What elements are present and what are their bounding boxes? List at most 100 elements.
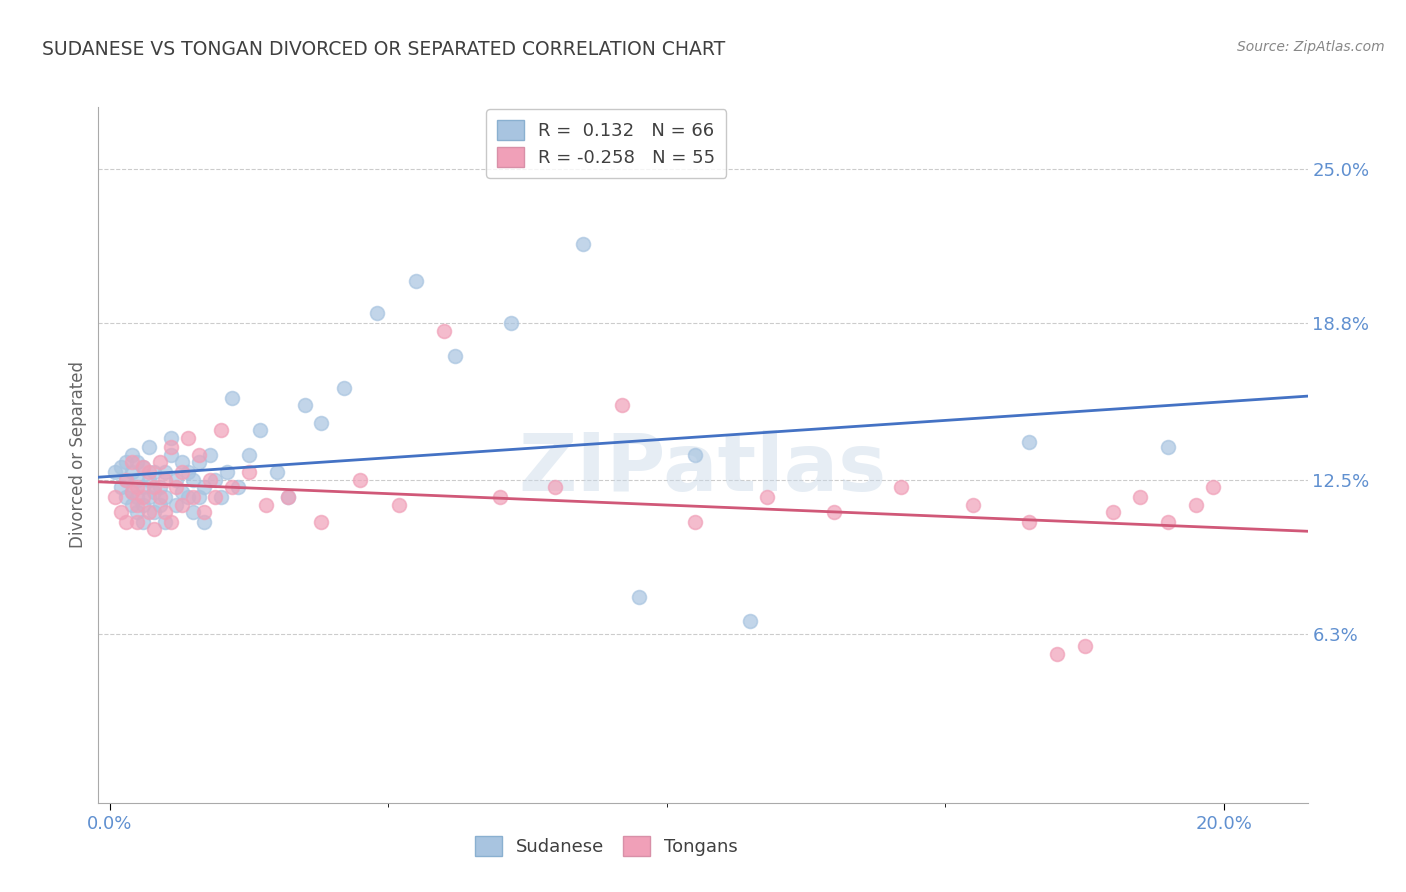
Point xyxy=(627,590,650,604)
Point xyxy=(127,473,149,487)
Point xyxy=(143,485,166,500)
Text: SUDANESE VS TONGAN DIVORCED OR SEPARATED CORRELATION CHART: SUDANESE VS TONGAN DIVORCED OR SEPARATED… xyxy=(42,40,725,59)
Point xyxy=(544,480,567,494)
Point xyxy=(115,515,138,529)
Point xyxy=(499,316,522,330)
Point xyxy=(311,416,333,430)
Point xyxy=(149,480,172,494)
Point xyxy=(170,485,193,500)
Point xyxy=(756,490,779,504)
Point xyxy=(198,473,221,487)
Point xyxy=(160,448,183,462)
Point xyxy=(215,466,238,480)
Point xyxy=(104,490,127,504)
Point xyxy=(132,498,155,512)
Point xyxy=(110,480,132,494)
Point xyxy=(104,466,127,480)
Point xyxy=(165,473,187,487)
Point xyxy=(209,490,232,504)
Point xyxy=(444,349,467,363)
Point xyxy=(149,490,172,504)
Point xyxy=(127,515,149,529)
Point xyxy=(187,455,209,469)
Point xyxy=(249,423,271,437)
Point xyxy=(176,431,198,445)
Point xyxy=(221,391,243,405)
Point xyxy=(204,473,226,487)
Point xyxy=(155,466,177,480)
Point xyxy=(115,473,138,487)
Point xyxy=(176,490,198,504)
Point xyxy=(121,485,143,500)
Point xyxy=(155,490,177,504)
Point xyxy=(149,455,172,469)
Y-axis label: Divorced or Separated: Divorced or Separated xyxy=(69,361,87,549)
Point xyxy=(1129,490,1152,504)
Point xyxy=(266,466,288,480)
Point xyxy=(277,490,299,504)
Point xyxy=(155,473,177,487)
Point xyxy=(193,505,215,519)
Point xyxy=(294,398,316,412)
Point xyxy=(226,480,249,494)
Point xyxy=(193,515,215,529)
Point xyxy=(176,466,198,480)
Point xyxy=(143,523,166,537)
Point xyxy=(170,466,193,480)
Point xyxy=(149,498,172,512)
Point xyxy=(115,490,138,504)
Point xyxy=(110,505,132,519)
Point xyxy=(1073,639,1095,653)
Point xyxy=(238,466,260,480)
Point xyxy=(198,448,221,462)
Text: ZIPatlas: ZIPatlas xyxy=(519,430,887,508)
Point xyxy=(181,505,204,519)
Point xyxy=(138,441,160,455)
Point xyxy=(221,480,243,494)
Point xyxy=(132,515,155,529)
Point xyxy=(121,466,143,480)
Point xyxy=(1101,505,1123,519)
Point xyxy=(127,498,149,512)
Point xyxy=(121,448,143,462)
Point xyxy=(121,455,143,469)
Point xyxy=(121,498,143,512)
Point xyxy=(115,473,138,487)
Point xyxy=(165,480,187,494)
Point xyxy=(1157,441,1180,455)
Legend: Sudanese, Tongans: Sudanese, Tongans xyxy=(467,829,745,863)
Point xyxy=(311,515,333,529)
Point xyxy=(683,515,706,529)
Point xyxy=(155,515,177,529)
Point xyxy=(962,498,984,512)
Point xyxy=(143,505,166,519)
Point xyxy=(209,423,232,437)
Point xyxy=(181,473,204,487)
Point xyxy=(349,473,371,487)
Point xyxy=(890,480,912,494)
Point xyxy=(366,306,388,320)
Point xyxy=(612,398,634,412)
Point xyxy=(572,236,595,251)
Point xyxy=(187,448,209,462)
Point xyxy=(132,460,155,475)
Point xyxy=(1185,498,1208,512)
Point xyxy=(238,448,260,462)
Point xyxy=(132,480,155,494)
Point xyxy=(405,274,427,288)
Point xyxy=(115,455,138,469)
Point xyxy=(138,473,160,487)
Point xyxy=(1202,480,1225,494)
Point xyxy=(121,485,143,500)
Point xyxy=(388,498,411,512)
Point xyxy=(170,498,193,512)
Point xyxy=(1018,435,1040,450)
Point xyxy=(433,324,456,338)
Point xyxy=(332,381,354,395)
Point xyxy=(160,515,183,529)
Point xyxy=(143,466,166,480)
Point xyxy=(181,490,204,504)
Point xyxy=(127,480,149,494)
Point xyxy=(127,455,149,469)
Point xyxy=(155,505,177,519)
